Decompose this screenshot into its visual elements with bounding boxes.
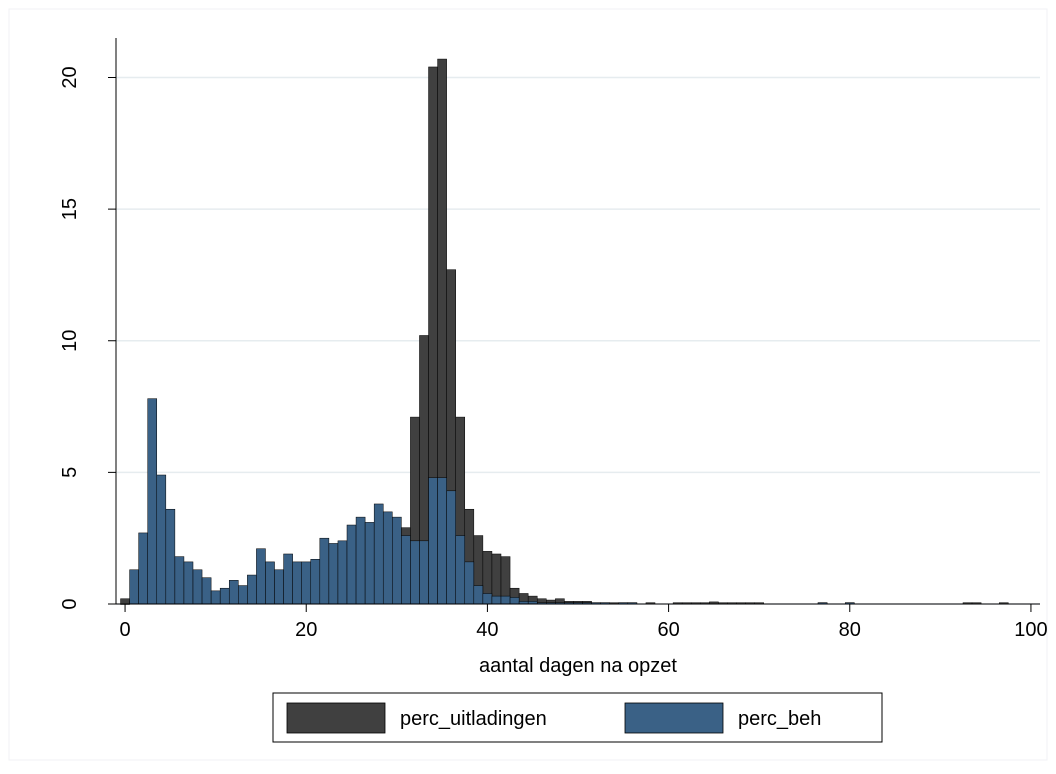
bar — [373, 503, 384, 605]
legend-swatch-perc-beh — [624, 702, 724, 734]
bar — [500, 595, 511, 605]
bar — [192, 569, 203, 605]
bar — [265, 561, 275, 605]
bar — [355, 516, 366, 605]
x-tick-label: 60 — [657, 619, 679, 641]
bar — [174, 556, 185, 605]
bar — [401, 535, 411, 605]
bar — [310, 558, 321, 605]
bar — [419, 540, 429, 605]
bar — [219, 587, 230, 605]
x-axis-title: aantal dagen na opzet — [479, 655, 677, 677]
bar — [247, 574, 257, 605]
bar — [328, 543, 339, 605]
x-tick-label: 40 — [476, 619, 498, 641]
x-tick-label: 100 — [1014, 619, 1047, 641]
bar — [147, 398, 158, 605]
bar — [446, 490, 456, 605]
bar — [120, 598, 130, 605]
y-tick-label: 0 — [59, 598, 81, 609]
bar — [156, 474, 167, 605]
bar — [238, 585, 248, 605]
bar — [283, 553, 293, 605]
x-tick-label: 20 — [295, 619, 317, 641]
bar — [437, 477, 447, 605]
bar — [337, 540, 348, 605]
legend-box — [272, 692, 883, 743]
bar — [210, 590, 221, 605]
y-tick-label: 10 — [59, 330, 81, 352]
bar — [482, 593, 493, 605]
bar — [491, 595, 502, 605]
y-tick-label: 15 — [59, 198, 81, 220]
legend-swatch-perc-uitladingen — [286, 702, 386, 734]
bar — [382, 511, 393, 605]
legend: perc_uitladingen perc_beh — [272, 692, 883, 743]
bar — [138, 532, 148, 605]
x-tick-label: 80 — [839, 619, 861, 641]
bar — [274, 569, 284, 605]
plot-frame — [8, 8, 1048, 761]
bar — [183, 561, 194, 605]
bar — [464, 561, 475, 605]
y-tick-label: 20 — [59, 66, 81, 88]
bar — [301, 561, 312, 605]
legend-label-perc-beh: perc_beh — [738, 708, 821, 730]
bar — [428, 477, 438, 605]
bar — [319, 537, 330, 605]
bar — [201, 577, 212, 605]
bar — [165, 508, 176, 605]
bar — [129, 569, 139, 605]
bar — [455, 535, 466, 605]
bar — [509, 597, 520, 605]
bar — [292, 561, 302, 605]
bar — [392, 516, 402, 605]
y-tick-label: 5 — [59, 467, 81, 478]
bar — [256, 548, 266, 605]
bar — [346, 524, 357, 605]
axes: 0 20 40 60 80 100 0 5 10 15 20 — [59, 38, 1048, 641]
x-tick-label: 0 — [119, 619, 130, 641]
bar — [410, 540, 420, 605]
bar — [228, 580, 239, 605]
bar — [473, 585, 484, 605]
legend-label-perc-uitladingen: perc_uitladingen — [400, 708, 547, 730]
bar — [364, 522, 375, 605]
